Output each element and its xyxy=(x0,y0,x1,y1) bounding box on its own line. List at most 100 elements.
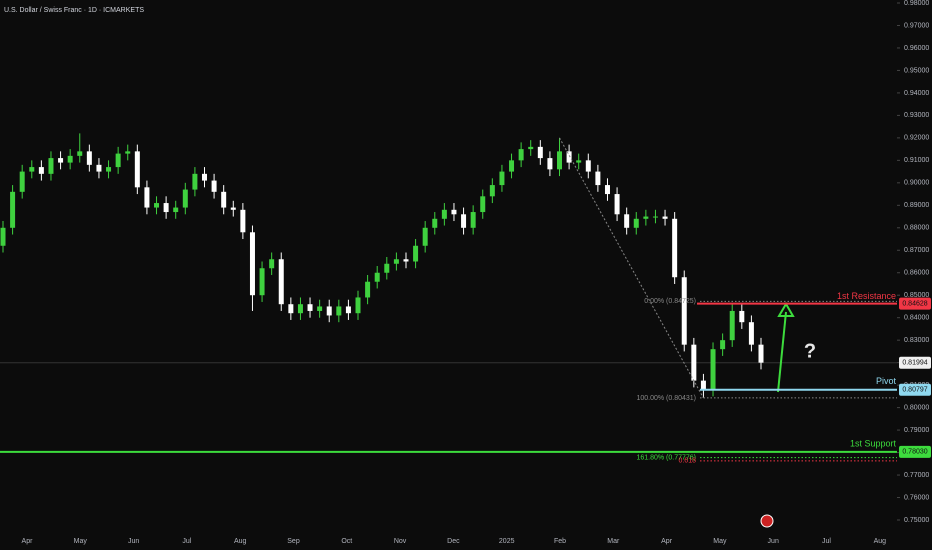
candle-body xyxy=(19,171,25,192)
candle-body xyxy=(58,158,64,163)
candle-body xyxy=(518,149,524,161)
y-tick-label: 0.85000 xyxy=(904,292,929,299)
candle-body xyxy=(585,160,591,172)
candle-body xyxy=(345,306,351,314)
candle-body xyxy=(355,297,361,314)
x-tick-label: Jun xyxy=(128,538,139,545)
x-tick-label: May xyxy=(713,538,727,545)
fib-label: 0.00% (0.84725) xyxy=(644,298,696,305)
y-tick-label: 0.88000 xyxy=(904,225,929,232)
chart-title: U.S. Dollar / Swiss Franc · 1D · ICMARKE… xyxy=(4,7,144,14)
candle-body xyxy=(547,158,553,170)
x-tick-label: Aug xyxy=(874,538,887,545)
candle-body xyxy=(700,380,706,390)
candle-body xyxy=(489,185,495,197)
x-tick-label: May xyxy=(74,538,88,545)
price-box-label: 0.80797 xyxy=(902,387,927,394)
candle-body xyxy=(413,245,419,262)
candle-body xyxy=(499,171,505,186)
candle-body xyxy=(624,214,630,228)
candle-body xyxy=(182,189,188,208)
price-box xyxy=(899,297,931,310)
candle-body xyxy=(221,191,227,208)
candle-body xyxy=(595,171,601,186)
candle-body xyxy=(710,349,716,390)
candle-body xyxy=(720,340,726,350)
y-tick-label: 0.76000 xyxy=(904,494,929,501)
y-tick-label: 0.93000 xyxy=(904,112,929,119)
candle-body xyxy=(278,259,284,305)
y-tick-label: 0.77000 xyxy=(904,472,929,479)
candle-body xyxy=(662,216,668,219)
candle-body xyxy=(614,194,620,215)
fib-label: 161.80% (0.77776) xyxy=(636,454,696,461)
x-tick-label: Nov xyxy=(394,538,407,545)
candle-body xyxy=(125,151,131,154)
candle-body xyxy=(729,310,735,341)
level-name: 1st Resistance xyxy=(837,291,896,301)
candle-body xyxy=(576,160,582,163)
x-tick-label: Oct xyxy=(341,538,352,545)
candle-body xyxy=(86,151,92,165)
candle-body xyxy=(441,209,447,219)
candle-body xyxy=(29,167,35,172)
x-tick-label: Apr xyxy=(661,538,673,545)
candle-body xyxy=(144,187,150,208)
candle-body xyxy=(681,277,687,345)
y-tick-label: 0.98000 xyxy=(904,0,929,7)
y-tick-label: 0.95000 xyxy=(904,67,929,74)
candle-body xyxy=(365,281,371,298)
price-box-label: 0.78030 xyxy=(902,449,927,456)
candle-body xyxy=(451,209,457,215)
candle-body xyxy=(106,167,112,172)
x-tick-label: Jun xyxy=(768,538,779,545)
candle-body xyxy=(10,191,16,228)
fib-label: 100.00% (0.80431) xyxy=(636,395,696,402)
candle-body xyxy=(691,344,697,381)
candle-body xyxy=(230,207,236,210)
candle-body xyxy=(480,196,486,213)
candle-body xyxy=(115,153,121,168)
candle-body xyxy=(38,167,44,174)
y-tick-label: 0.84000 xyxy=(904,315,929,322)
level-name: Pivot xyxy=(876,376,897,386)
candle-body xyxy=(509,160,515,172)
y-tick-label: 0.97000 xyxy=(904,22,929,29)
candle-body xyxy=(211,180,217,192)
candle-body xyxy=(67,155,73,163)
x-tick-label: Aug xyxy=(234,538,247,545)
candle-body xyxy=(201,173,207,181)
price-box-label: 0.84628 xyxy=(902,300,927,307)
candle-body xyxy=(307,304,313,311)
y-tick-label: 0.87000 xyxy=(904,247,929,254)
candle-body xyxy=(173,207,179,213)
candle-body xyxy=(758,344,764,363)
candle-body xyxy=(317,306,323,311)
x-tick-label: Jul xyxy=(182,538,191,545)
candle-body xyxy=(48,158,54,174)
x-tick-label: Sep xyxy=(287,538,300,545)
candle-body xyxy=(0,227,6,246)
price-box xyxy=(899,383,931,396)
candle-body xyxy=(374,272,380,282)
arrow xyxy=(777,302,795,393)
candle-body xyxy=(297,304,303,314)
x-tick-label: Dec xyxy=(447,538,460,545)
price-box xyxy=(899,356,931,369)
arrow-head xyxy=(777,302,795,317)
price-box xyxy=(899,445,931,458)
x-tick-label: 2025 xyxy=(499,538,515,545)
candle-body xyxy=(154,203,160,208)
candle-body xyxy=(403,259,409,262)
candle-body xyxy=(604,185,610,195)
candle-body xyxy=(134,151,140,188)
event-icon xyxy=(760,514,774,528)
y-tick-label: 0.90000 xyxy=(904,180,929,187)
y-tick-label: 0.94000 xyxy=(904,90,929,97)
level-name: 1st Support xyxy=(850,438,897,448)
y-tick-label: 0.83000 xyxy=(904,337,929,344)
candle-body xyxy=(672,218,678,278)
x-tick-label: Feb xyxy=(554,538,566,545)
y-tick-label: 0.92000 xyxy=(904,135,929,142)
